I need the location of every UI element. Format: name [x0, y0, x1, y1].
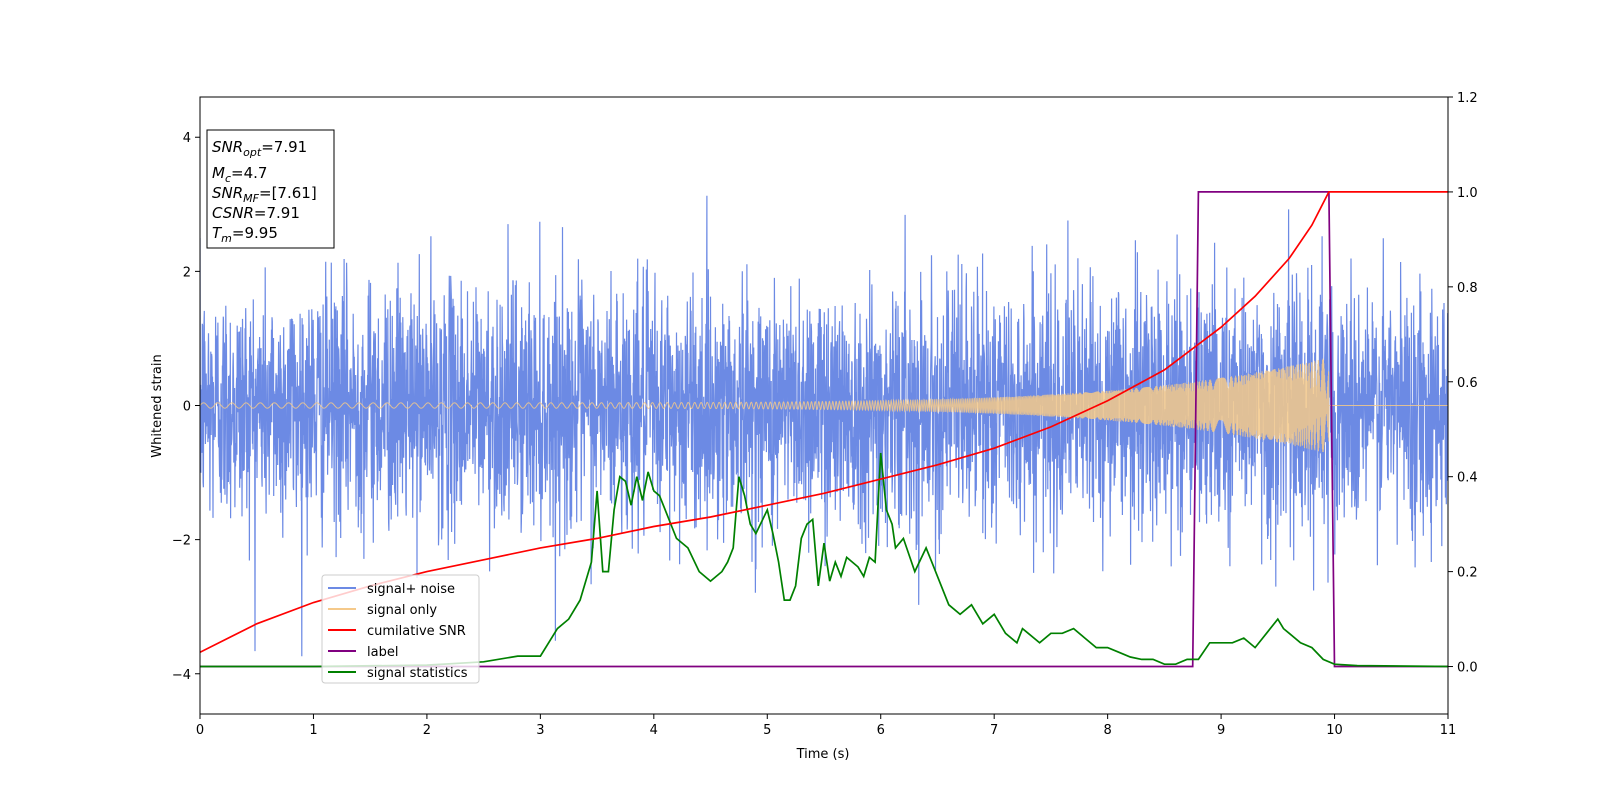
legend-label: signal statistics	[367, 666, 468, 681]
annotation-mc: Mc=4.7	[212, 164, 267, 185]
x-axis-label: Time (s)	[796, 747, 850, 762]
x-tick-label: 6	[877, 723, 885, 738]
series-cumilative-SNR	[200, 191, 1448, 654]
legend-frame	[321, 574, 480, 684]
series-signal-statistics	[200, 452, 1448, 668]
y-left-tick-label: −4	[172, 668, 191, 683]
x-tick-label: 10	[1326, 723, 1343, 738]
x-tick-label: 7	[990, 723, 998, 738]
y-left-tick-label: 2	[183, 265, 191, 280]
legend-label: cumilative SNR	[367, 624, 466, 639]
annotation-csnr: CSNR=7.91	[212, 204, 300, 222]
y-left-tick-label: −2	[172, 534, 191, 549]
series-label	[200, 191, 1448, 668]
x-tick-label: 8	[1103, 723, 1111, 738]
y-right-tick-label: 0.4	[1457, 471, 1478, 486]
y-left-tick-label: 0	[183, 400, 191, 415]
annotation-tm: Tm=9.95	[212, 224, 278, 245]
annotation-snr-opt: SNRopt=7.91	[212, 138, 307, 159]
x-axis: 0 1 2 3 4 5 6 7 8 9 10 11	[196, 714, 1456, 738]
x-tick-label: 1	[309, 723, 317, 738]
x-tick-label: 9	[1217, 723, 1225, 738]
x-tick-label: 5	[763, 723, 771, 738]
legend-label: signal only	[367, 603, 437, 618]
right-axis-series-layer	[200, 191, 1448, 668]
y-right-tick-label: 0.8	[1457, 281, 1478, 296]
right-y-axis: 0.0 0.2 0.4 0.6 0.8 1.0 1.2	[1448, 91, 1478, 676]
annotation-snr-mf: SNRMF=[7.61]	[212, 184, 317, 205]
y-right-tick-label: 0.0	[1457, 661, 1478, 676]
left-y-axis: −4 −2 0 2 4	[172, 131, 200, 683]
y-right-tick-label: 0.2	[1457, 566, 1478, 581]
y-axis-label: Whitened strain	[150, 354, 165, 457]
annotation-box: SNRopt=7.91 Mc=4.7 SNRMF=[7.61] CSNR=7.9…	[206, 129, 335, 249]
plot-area	[200, 191, 1448, 668]
x-tick-label: 4	[650, 723, 658, 738]
y-right-tick-label: 1.2	[1457, 91, 1478, 106]
x-tick-label: 2	[423, 723, 431, 738]
signal-only-layer	[200, 358, 1448, 453]
x-tick-label: 3	[536, 723, 544, 738]
x-tick-label: 11	[1440, 723, 1457, 738]
x-tick-label: 0	[196, 723, 204, 738]
y-right-tick-label: 1.0	[1457, 186, 1478, 201]
annotation-frame	[206, 129, 335, 249]
y-left-tick-label: 4	[183, 131, 191, 146]
legend: signal+ noise signal only cumilative SNR la…	[321, 574, 480, 684]
legend-label: signal+ noise	[367, 582, 455, 597]
series-signal-only	[200, 358, 1448, 453]
legend-label: label	[367, 645, 398, 660]
y-right-tick-label: 0.6	[1457, 376, 1478, 391]
